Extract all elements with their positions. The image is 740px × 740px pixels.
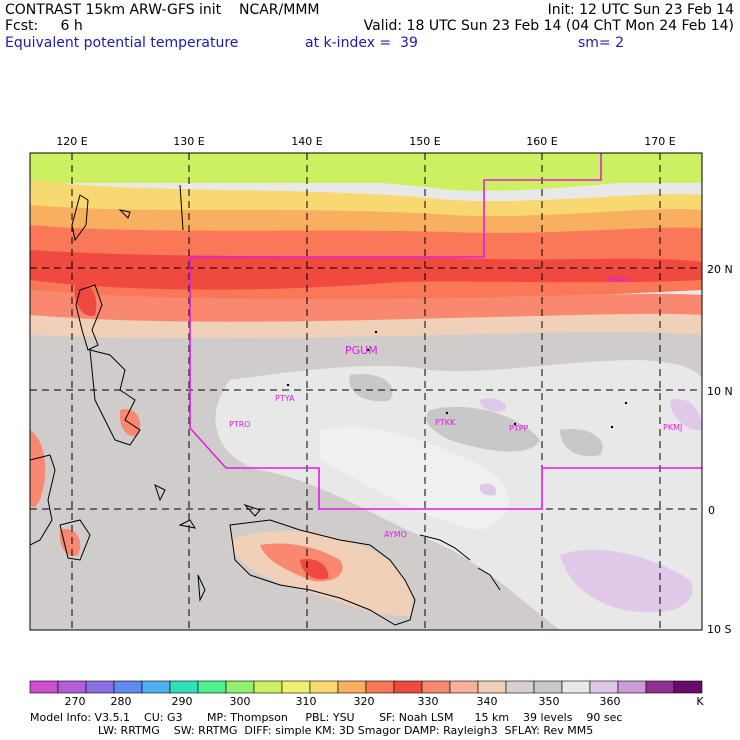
station-markers (286, 330, 628, 429)
model-info-line2: LW: RRTMG SW: RRTMG DIFF: simple KM: 3D … (98, 724, 594, 737)
k-index: at k-index = 39 (305, 35, 418, 51)
station-label: PTPP (509, 424, 529, 433)
colorbar-swatch (393, 680, 423, 694)
colorbar-label: 360 (600, 695, 621, 708)
coastlines (30, 184, 501, 626)
valid-time: Valid: 18 UTC Sun 23 Feb 14 (04 ChT Mon … (363, 18, 734, 34)
colorbar-label: 350 (539, 695, 560, 708)
station-label: PTKK (435, 418, 456, 427)
colorbar-label: 310 (296, 695, 317, 708)
colorbar-swatch (421, 680, 451, 694)
colorbar-swatch (505, 680, 535, 694)
lat-label: 20 N (707, 263, 733, 276)
colorbar-swatch (169, 680, 199, 694)
theta-e-field (30, 153, 702, 630)
forecast-hour: Fcst: 6 h (5, 18, 83, 34)
longitude-labels: 120 E 130 E 140 E 150 E 160 E 170 E (56, 135, 675, 148)
init-time: Init: 12 UTC Sun 23 Feb 14 (547, 2, 734, 18)
colorbar-label: 320 (354, 695, 375, 708)
colorbar-swatch (561, 680, 591, 694)
colorbar-swatch (477, 680, 507, 694)
station-label: PKMJ (663, 423, 682, 432)
lon-label: 120 E (56, 135, 87, 148)
colorbar-unit: K (696, 695, 704, 708)
lat-label: 10 S (707, 623, 731, 636)
latitude-labels: 20 N 10 N 0 10 S (707, 263, 733, 636)
lon-label: 130 E (173, 135, 204, 148)
colorbar-swatch (589, 680, 619, 694)
lat-label: 10 N (707, 385, 733, 398)
colorbar-swatch (85, 680, 115, 694)
colorbar-swatch (617, 680, 647, 694)
lon-label: 150 E (409, 135, 440, 148)
lon-label: 140 E (291, 135, 322, 148)
plot-border (29, 152, 703, 631)
colorbar-swatch (141, 680, 171, 694)
colorbar-label: 290 (172, 695, 193, 708)
colorbar-swatch (281, 680, 311, 694)
model-info-line1: Model Info: V3.5.1 CU: G3 MP: Thompson P… (30, 711, 623, 724)
station-labels: PGUM PTYA PTRO PTKK PTPP PKMJ PWAK AYMO (229, 275, 682, 539)
colorbar-swatch (449, 680, 479, 694)
graticule (30, 153, 702, 630)
region-boundary (189, 153, 702, 510)
colorbar-swatch (197, 680, 227, 694)
lat-label: 0 (708, 504, 715, 517)
colorbar-label: 340 (477, 695, 498, 708)
colorbar-swatch (57, 680, 87, 694)
station-label: PTYA (275, 394, 295, 403)
colorbar-swatch (253, 680, 283, 694)
station-label: PWAK (607, 275, 631, 284)
title-line: CONTRAST 15km ARW-GFS init NCAR/MMM (5, 2, 320, 18)
lon-label: 170 E (644, 135, 675, 148)
lon-label: 160 E (526, 135, 557, 148)
smoothing: sm= 2 (578, 35, 625, 51)
colorbar-label: 330 (418, 695, 439, 708)
station-label: AYMO (384, 530, 407, 539)
colorbar-swatch (645, 680, 675, 694)
colorbar-swatch (225, 680, 255, 694)
station-label: PTRO (229, 420, 251, 429)
colorbar-swatch (113, 680, 143, 694)
colorbar (29, 680, 703, 694)
colorbar-swatch (533, 680, 563, 694)
colorbar-swatch (309, 680, 339, 694)
colorbar-labels: 270 280 290 300 310 320 330 340 350 360 … (65, 695, 705, 708)
colorbar-label: 300 (230, 695, 251, 708)
colorbar-swatch (673, 680, 703, 694)
field-name: Equivalent potential temperature (5, 35, 239, 51)
colorbar-swatch (29, 680, 59, 694)
colorbar-swatch (337, 680, 367, 694)
station-label: PGUM (345, 344, 378, 357)
colorbar-label: 270 (65, 695, 86, 708)
colorbar-label: 280 (111, 695, 132, 708)
colorbar-swatch (365, 680, 395, 694)
